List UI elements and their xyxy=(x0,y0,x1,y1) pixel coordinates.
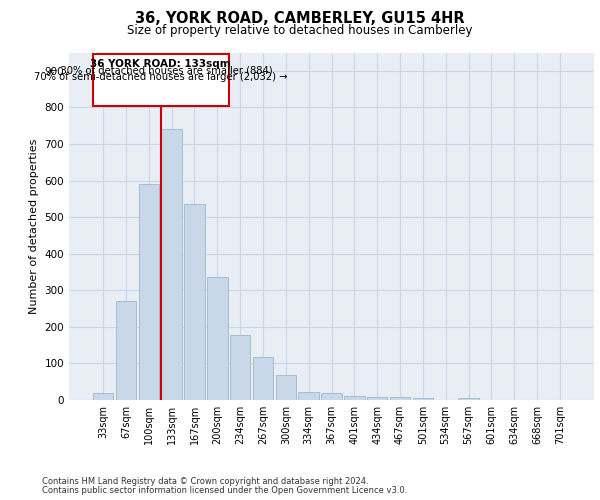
Text: Contains public sector information licensed under the Open Government Licence v3: Contains public sector information licen… xyxy=(42,486,407,495)
Bar xyxy=(367,397,388,400)
Bar xyxy=(184,204,205,400)
Bar xyxy=(321,392,342,400)
Bar xyxy=(230,335,250,400)
Bar xyxy=(390,397,410,400)
Y-axis label: Number of detached properties: Number of detached properties xyxy=(29,138,39,314)
Text: Size of property relative to detached houses in Camberley: Size of property relative to detached ho… xyxy=(127,24,473,37)
Bar xyxy=(413,398,433,400)
Bar xyxy=(344,396,365,400)
Bar xyxy=(161,130,182,400)
Bar xyxy=(298,392,319,400)
Bar xyxy=(275,375,296,400)
Bar xyxy=(253,357,273,400)
Text: ← 30% of detached houses are smaller (884): ← 30% of detached houses are smaller (88… xyxy=(49,66,272,76)
Bar xyxy=(458,398,479,400)
Bar xyxy=(207,278,227,400)
Text: Contains HM Land Registry data © Crown copyright and database right 2024.: Contains HM Land Registry data © Crown c… xyxy=(42,477,368,486)
Text: 36 YORK ROAD: 133sqm: 36 YORK ROAD: 133sqm xyxy=(91,58,231,68)
Text: 36, YORK ROAD, CAMBERLEY, GU15 4HR: 36, YORK ROAD, CAMBERLEY, GU15 4HR xyxy=(135,11,465,26)
Bar xyxy=(116,301,136,400)
Bar xyxy=(93,392,113,400)
FancyBboxPatch shape xyxy=(93,54,229,106)
Text: 70% of semi-detached houses are larger (2,032) →: 70% of semi-detached houses are larger (… xyxy=(34,72,287,82)
Bar xyxy=(139,184,159,400)
